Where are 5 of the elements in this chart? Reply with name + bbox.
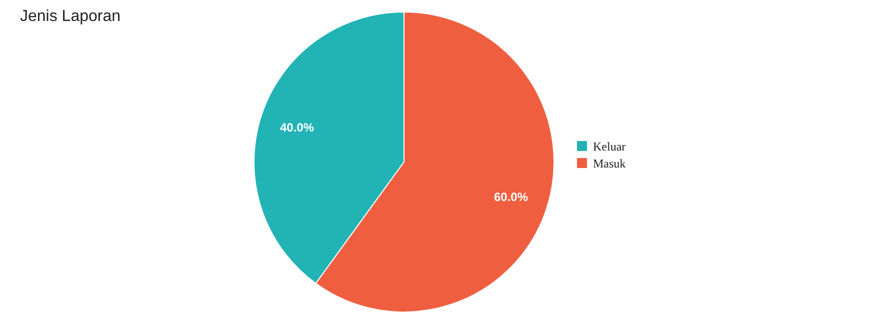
legend-label: Masuk xyxy=(593,156,626,170)
legend-label: Keluar xyxy=(593,140,626,154)
data-label: 40.0% xyxy=(280,120,314,134)
text: Jenis Laporan xyxy=(20,8,121,25)
data-label: 60.0% xyxy=(494,190,528,204)
